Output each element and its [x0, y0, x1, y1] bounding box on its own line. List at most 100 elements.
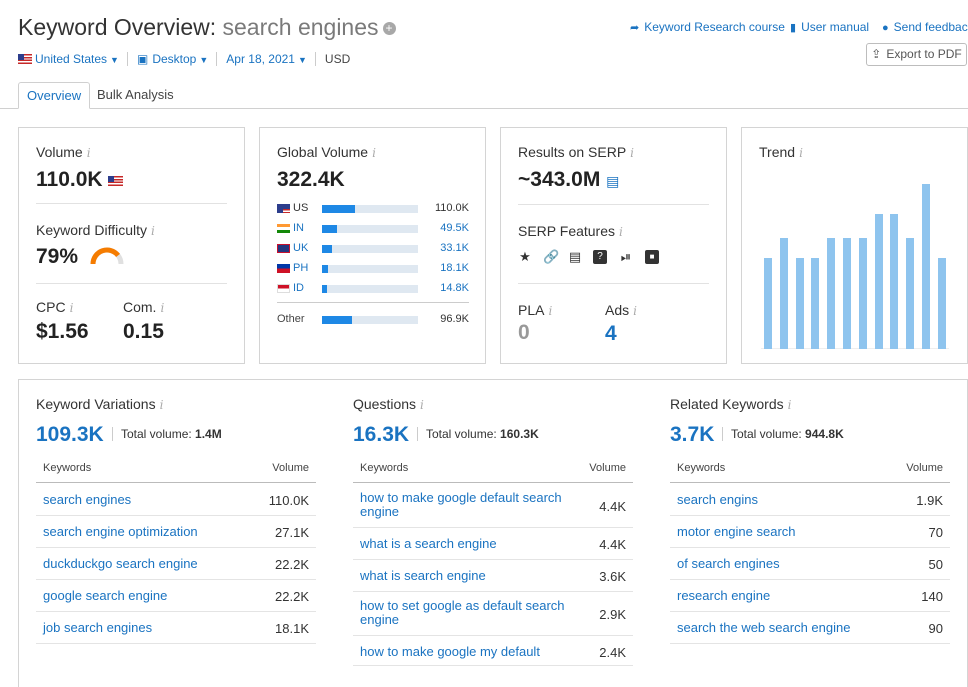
- trend-bar[interactable]: [922, 184, 930, 349]
- related-count[interactable]: 3.7K: [670, 423, 715, 446]
- country-bar-fill: [322, 245, 332, 253]
- ads-value[interactable]: 4: [605, 322, 617, 345]
- country-row-uk[interactable]: UK 33.1K: [277, 242, 469, 256]
- trend-bar[interactable]: [890, 214, 898, 349]
- keywords-column-header[interactable]: Keywords: [360, 462, 409, 474]
- keyword-volume: 3.6K: [599, 569, 626, 584]
- country-bar-track: [322, 265, 418, 273]
- info-icon[interactable]: i: [86, 146, 91, 160]
- keyword-link[interactable]: motor engine search: [677, 524, 796, 539]
- keywords-column-header[interactable]: Keywords: [677, 462, 726, 474]
- info-icon[interactable]: i: [619, 225, 623, 239]
- keyword-volume: 110.0K: [268, 493, 309, 508]
- trend-bar[interactable]: [764, 258, 772, 349]
- export-pdf-button[interactable]: ⇪ Export to PDF: [866, 43, 967, 66]
- info-icon[interactable]: i: [69, 301, 74, 315]
- course-link-label: Keyword Research course: [644, 20, 785, 34]
- country-row-id[interactable]: ID 14.8K: [277, 282, 469, 296]
- keyword-link[interactable]: search the web search engine: [677, 620, 851, 635]
- keyword-link[interactable]: what is a search engine: [360, 536, 497, 551]
- country-volume-value: 14.8K: [440, 282, 469, 294]
- keyword-research-course-link[interactable]: ➦ Keyword Research course: [630, 20, 785, 34]
- info-icon[interactable]: i: [159, 398, 164, 412]
- table-row: what is a search engine 4.4K: [353, 528, 633, 560]
- global-volume-value: 322.4K: [277, 168, 345, 191]
- question-icon[interactable]: ?: [593, 250, 607, 264]
- keywords-column-header[interactable]: Keywords: [43, 462, 92, 474]
- questions-count[interactable]: 16.3K: [353, 423, 410, 446]
- table-row: how to make google my default 2.4K: [353, 636, 633, 666]
- trend-card: Trend i: [741, 127, 968, 364]
- keyword-link[interactable]: google search engine: [43, 588, 168, 603]
- ad-icon[interactable]: ■: [645, 250, 659, 264]
- trend-bar[interactable]: [859, 238, 867, 349]
- info-icon[interactable]: i: [151, 224, 155, 238]
- kd-value: 79%: [36, 245, 79, 268]
- country-bar-track: [322, 245, 418, 253]
- keyword-link[interactable]: what is search engine: [360, 568, 486, 583]
- related-total-volume: Total volume: 944.8K: [722, 427, 844, 441]
- country-code: IN: [293, 222, 304, 234]
- info-icon[interactable]: i: [160, 301, 165, 315]
- video-icon[interactable]: ⏯: [620, 249, 632, 264]
- trend-bar[interactable]: [796, 258, 804, 349]
- tab-overview[interactable]: Overview: [18, 82, 91, 109]
- trend-bar[interactable]: [780, 238, 788, 349]
- export-icon: ⇪: [871, 47, 882, 61]
- country-row-in[interactable]: IN 49.5K: [277, 222, 469, 236]
- volume-column-header[interactable]: Volume: [906, 462, 943, 474]
- country-row-other[interactable]: Other 96.9K: [277, 313, 469, 327]
- keyword-link[interactable]: search engins: [677, 492, 758, 507]
- trend-bar[interactable]: [875, 214, 883, 349]
- tab-bulk-analysis[interactable]: Bulk Analysis: [97, 87, 174, 102]
- trend-bar[interactable]: [843, 238, 851, 349]
- info-icon[interactable]: i: [799, 146, 803, 160]
- send-feedback-link[interactable]: ● Send feedback: [882, 20, 968, 34]
- volume-column-header[interactable]: Volume: [272, 462, 309, 474]
- table-row: of search engines 50: [670, 548, 950, 580]
- table-row: research engine 140: [670, 580, 950, 612]
- keyword-link[interactable]: job search engines: [43, 620, 153, 635]
- featured-star-icon[interactable]: ★: [519, 249, 531, 264]
- id-flag-icon: [277, 284, 290, 293]
- trend-bar[interactable]: [906, 238, 914, 349]
- volume-column-header[interactable]: Volume: [589, 462, 626, 474]
- country-row-us[interactable]: US 110.0K: [277, 202, 469, 216]
- keyword-link[interactable]: search engines: [43, 492, 132, 507]
- trend-bar[interactable]: [811, 258, 819, 349]
- keyword-link[interactable]: of search engines: [677, 556, 780, 571]
- us-flag-icon: [108, 176, 124, 187]
- keyword-link[interactable]: how to make google default search engine: [360, 490, 562, 519]
- info-icon[interactable]: i: [548, 304, 553, 318]
- page-title: Keyword Overview: search engines +: [18, 14, 396, 41]
- keyword-volume: 2.4K: [599, 645, 626, 660]
- info-icon[interactable]: i: [420, 398, 424, 412]
- keyword-link[interactable]: how to set google as default search engi…: [360, 598, 565, 627]
- device-select[interactable]: ▣ Desktop ▼: [137, 52, 216, 66]
- user-manual-link[interactable]: ▮ User manual: [790, 20, 869, 34]
- add-keyword-icon[interactable]: +: [382, 22, 396, 35]
- info-icon[interactable]: i: [630, 146, 635, 160]
- trend-bar[interactable]: [938, 258, 946, 349]
- serp-list-icon[interactable]: ▤: [606, 173, 620, 189]
- info-icon[interactable]: i: [787, 398, 792, 412]
- trend-bar[interactable]: [827, 238, 835, 349]
- variations-count[interactable]: 109.3K: [36, 423, 104, 446]
- filter-bar: United States ▼ ▣ Desktop ▼ Apr 18, 2021 ▼ USD: [18, 52, 358, 66]
- country-select[interactable]: United States ▼: [18, 52, 127, 66]
- info-icon[interactable]: i: [372, 146, 376, 160]
- keyword-link[interactable]: search engine optimization: [43, 524, 198, 539]
- info-icon[interactable]: i: [633, 304, 637, 318]
- keyword-link[interactable]: duckduckgo search engine: [43, 556, 198, 571]
- keyword-link[interactable]: how to make google my default: [360, 644, 540, 659]
- pla-label: PLA i: [518, 302, 553, 318]
- country-code: US: [293, 202, 309, 214]
- date-select[interactable]: Apr 18, 2021 ▼: [226, 52, 315, 66]
- cpc-value: $1.56: [36, 320, 89, 343]
- tab-bar: Overview Bulk Analysis: [0, 82, 968, 109]
- country-row-ph[interactable]: PH 18.1K: [277, 262, 469, 276]
- sitelinks-icon[interactable]: 🔗: [543, 249, 560, 264]
- table-header: Keywords Volume: [353, 459, 633, 483]
- keyword-link[interactable]: research engine: [677, 588, 771, 603]
- document-icon[interactable]: ▤: [568, 249, 582, 264]
